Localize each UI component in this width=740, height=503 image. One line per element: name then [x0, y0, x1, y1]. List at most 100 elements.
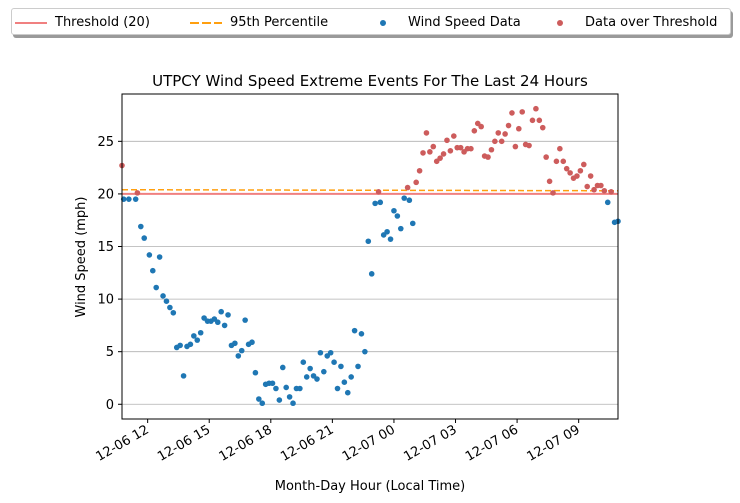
wind-speed-point	[300, 359, 307, 366]
over-threshold-point	[468, 145, 474, 152]
wind-speed-point	[397, 225, 404, 232]
over-threshold-point	[529, 117, 536, 124]
wind-speed-point	[358, 331, 365, 337]
over-threshold-point	[512, 143, 519, 150]
legend-item-percentile: 95th Percentile	[190, 9, 328, 36]
over-threshold-point	[574, 173, 580, 179]
over-threshold-point	[587, 173, 594, 179]
over-threshold-point	[580, 161, 587, 168]
wind-speed-point	[249, 339, 255, 346]
over-threshold-point	[134, 190, 141, 196]
over-threshold-point	[591, 186, 597, 193]
over-threshold-point	[598, 182, 604, 189]
wind-speed-point	[187, 341, 194, 348]
over-threshold-point	[444, 137, 450, 144]
over-threshold-point	[502, 131, 508, 137]
legend-item-over-threshold: Data over Threshold	[545, 9, 717, 36]
x-tick-label: 12-06 12	[94, 422, 152, 464]
wind-speed-point	[362, 348, 368, 355]
wind-speed-point	[221, 322, 228, 329]
wind-speed-point	[394, 213, 401, 219]
over-threshold-point	[519, 109, 526, 115]
reference-lines	[121, 188, 619, 195]
wind-speed-point	[259, 400, 266, 407]
y-axis: 0 5 10 15 20 25	[97, 135, 122, 413]
over-threshold-point	[437, 155, 443, 161]
x-tick-label: 12-07 00	[340, 422, 398, 464]
wind-speed-point	[368, 271, 375, 277]
wind-speed-point	[279, 364, 286, 371]
wind-speed-point	[238, 347, 245, 354]
y-tick-label: 10	[97, 293, 114, 308]
over-threshold-point	[498, 138, 505, 145]
wind-speed-point	[197, 329, 204, 336]
threshold-line-swatch	[15, 17, 47, 29]
over-threshold-point	[427, 149, 433, 155]
wind-speed-point	[372, 200, 378, 207]
over-threshold-point	[546, 178, 553, 185]
x-tick-label: 12-06 21	[278, 422, 336, 464]
legend-label-over-threshold: Data over Threshold	[585, 15, 718, 30]
over-threshold-point	[375, 189, 382, 195]
over-threshold-point	[447, 147, 454, 154]
legend-item-wind-data: Wind Speed Data	[368, 9, 521, 36]
wind-speed-point	[235, 353, 242, 359]
wind-speed-point	[401, 195, 408, 201]
over-threshold-point	[478, 123, 484, 130]
wind-speed-point	[160, 293, 166, 299]
wind-speed-point	[344, 389, 351, 396]
wind-speed-point	[163, 298, 170, 305]
wind-speed-point	[126, 196, 132, 202]
over-threshold-point	[550, 190, 556, 196]
over-threshold-point	[495, 130, 502, 136]
over-threshold-point	[485, 154, 491, 160]
wind-speed-point	[387, 236, 394, 242]
wind-speed-point	[297, 385, 303, 392]
legend: Threshold (20) 95th Percentile Wind Spee…	[11, 8, 731, 35]
wind-speed-point	[286, 394, 293, 400]
over-threshold-point	[563, 165, 570, 172]
wind-data-marker-swatch	[368, 17, 400, 29]
wind-speed-point	[252, 369, 259, 376]
wind-speed-point	[156, 254, 163, 260]
percentile-line-swatch	[190, 17, 222, 29]
over-threshold-point	[557, 145, 563, 152]
over-threshold-point	[567, 170, 573, 176]
wind-speed-point	[225, 312, 231, 318]
wind-speed-point	[194, 337, 201, 343]
over-threshold-point	[539, 124, 546, 131]
y-axis-label: Wind Speed (mph)	[74, 197, 89, 318]
legend-label-threshold: Threshold (20)	[55, 15, 150, 30]
over-threshold-point	[577, 167, 584, 174]
over-threshold-point	[488, 146, 495, 153]
wind-speed-point	[604, 199, 611, 206]
wind-speed-point	[269, 380, 276, 387]
wind-speed-point	[327, 349, 334, 356]
over-threshold-point	[430, 143, 437, 150]
wind-speed-point	[409, 220, 416, 227]
wind-speed-point	[232, 340, 238, 347]
over-threshold-point	[505, 122, 512, 129]
wind-speed-point	[191, 333, 197, 339]
legend-label-percentile: 95th Percentile	[230, 15, 329, 30]
over-threshold-point	[440, 151, 447, 157]
wind-speed-point	[153, 284, 160, 291]
percentile-line	[121, 188, 619, 192]
wind-speed-point	[167, 304, 173, 311]
wind-speed-point	[307, 365, 313, 372]
wind-speed-point	[149, 267, 156, 274]
data-points	[119, 105, 621, 407]
wind-speed-point	[303, 374, 310, 380]
wind-speed-point	[138, 223, 144, 230]
wind-speed-point	[406, 197, 413, 204]
y-tick-label: 5	[106, 345, 114, 360]
over-threshold-point	[416, 167, 423, 174]
over-threshold-point	[608, 189, 614, 195]
over-threshold-point	[423, 130, 430, 136]
over-threshold-point	[543, 154, 549, 160]
wind-speed-point	[341, 379, 348, 385]
wind-speed-point	[177, 342, 183, 349]
over-threshold-point	[420, 150, 426, 156]
chart-title: UTPCY Wind Speed Extreme Events For The …	[152, 72, 588, 90]
over-threshold-point	[584, 183, 591, 190]
